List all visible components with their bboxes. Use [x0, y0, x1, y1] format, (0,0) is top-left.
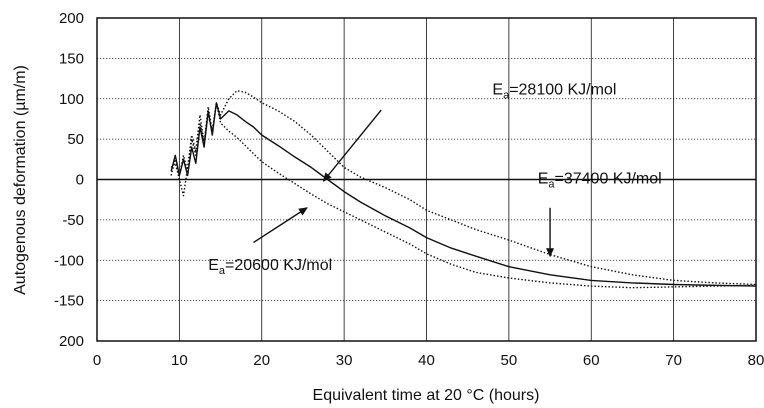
- series-line-2: [170, 102, 757, 287]
- y-tick-label: 200: [59, 10, 84, 27]
- x-tick-label: 40: [418, 352, 435, 369]
- series-line-3: [170, 102, 757, 289]
- y-tick-label: -150: [54, 293, 84, 310]
- series-layer: [170, 89, 757, 289]
- y-tick-labels: 200 150 100 50 0 -50 -100 -150 200: [54, 10, 84, 350]
- y-tick-label: -50: [62, 212, 84, 229]
- annotation-arrow-3: [253, 207, 308, 244]
- y-tick-label: 150: [59, 50, 84, 67]
- x-tick-label: 50: [501, 352, 518, 369]
- annotations: Ea=28100 KJ/mol Ea=37400 KJ/mol Ea=20600 K…: [208, 82, 661, 277]
- series-line-1: [170, 89, 757, 286]
- annotation-label-1: Ea=28100 KJ/mol: [492, 82, 616, 102]
- y-tick-label: 200: [59, 333, 84, 350]
- x-axis-label: Equivalent time at 20 °C (hours): [313, 387, 540, 404]
- y-axis-label: Autogenous deformation (µm/m): [12, 65, 29, 295]
- y-tick-label: 100: [59, 91, 84, 108]
- x-tick-label: 30: [336, 352, 353, 369]
- x-tick-label: 20: [253, 352, 270, 369]
- x-tick-label: 60: [583, 352, 600, 369]
- annotation-arrow-1: [322, 109, 382, 182]
- y-tick-label: 50: [67, 131, 84, 148]
- annotation-label-3: Ea=20600 KJ/mol: [208, 257, 332, 277]
- annotation-label-2: Ea=37400 KJ/mol: [538, 171, 662, 191]
- y-tick-label: 0: [76, 172, 84, 189]
- x-tick-labels: 0 10 20 30 40 50 60 70 80: [93, 352, 764, 369]
- x-tick-label: 0: [93, 352, 101, 369]
- x-tick-label: 70: [665, 352, 682, 369]
- x-tick-label: 80: [748, 352, 764, 369]
- x-tick-label: 10: [171, 352, 188, 369]
- y-tick-label: -100: [54, 252, 84, 269]
